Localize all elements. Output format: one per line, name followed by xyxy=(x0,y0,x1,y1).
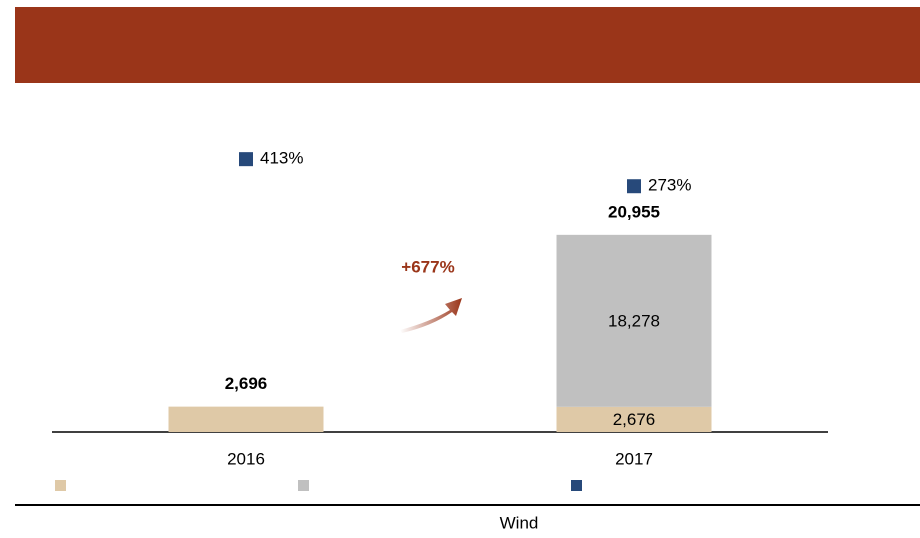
marker-label: 273% xyxy=(648,176,691,195)
bar-segment xyxy=(556,234,712,407)
x-axis-label: Wind xyxy=(500,513,539,532)
total-label: 2,696 xyxy=(225,374,268,393)
annotation: +677% xyxy=(401,257,454,276)
marker-label: 413% xyxy=(260,149,303,168)
bar-segment xyxy=(556,406,712,432)
segment-label: 2,676 xyxy=(613,410,656,429)
bar-segment xyxy=(168,406,324,432)
legend-swatch xyxy=(55,480,66,491)
x-tick-label: 2017 xyxy=(615,449,653,468)
legend-swatch xyxy=(571,480,582,491)
header-bar xyxy=(15,7,920,83)
growth-arrow xyxy=(400,298,462,333)
x-tick-label: 2016 xyxy=(227,449,265,468)
legend-swatch xyxy=(298,480,309,491)
marker xyxy=(239,152,253,167)
marker xyxy=(627,179,641,194)
total-label: 20,955 xyxy=(608,202,660,221)
segment-label: 18,278 xyxy=(608,311,660,330)
